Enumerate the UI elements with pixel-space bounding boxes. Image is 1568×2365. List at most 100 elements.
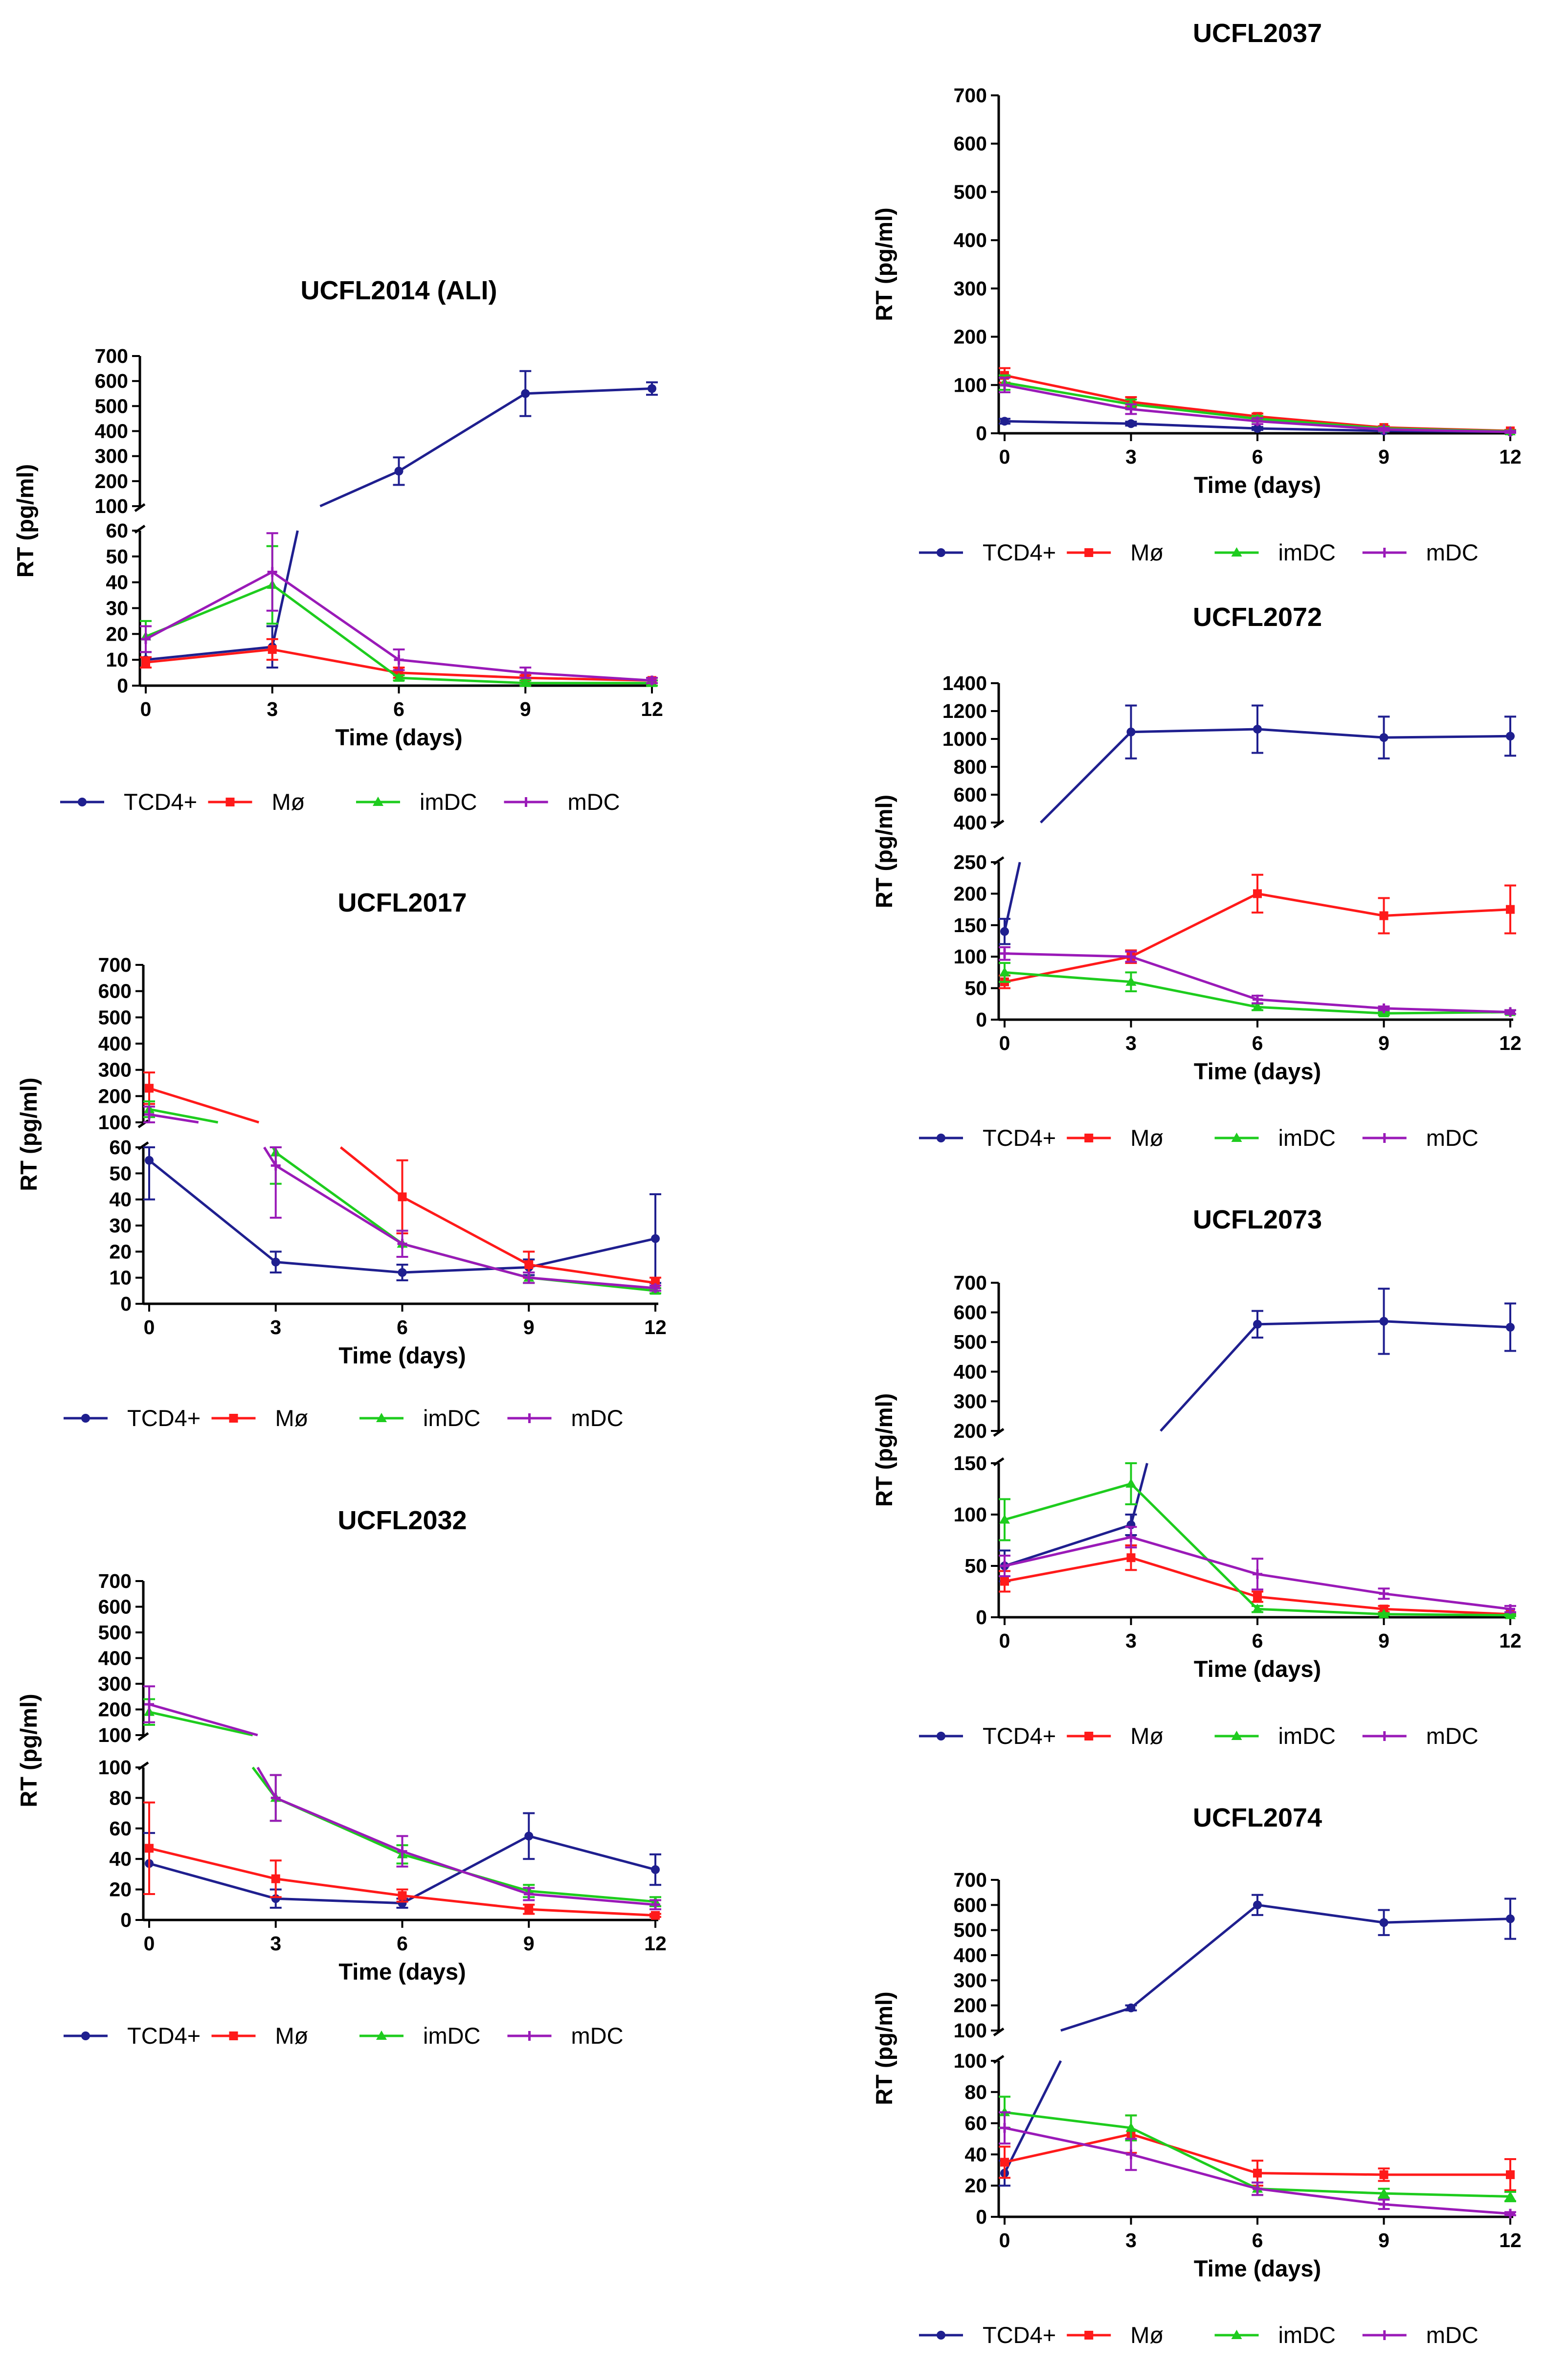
legend-marker (1379, 1731, 1389, 1741)
y-tick-label: 200 (954, 326, 987, 348)
y-tick-label: 500 (98, 1621, 132, 1644)
chart-panel-ucfl2032: UCFL203202040608010010020030040050060070… (16, 1506, 667, 2049)
series-line-segment (1130, 1904, 1258, 2009)
legend-item-tcd4: TCD4+ (919, 1125, 1056, 1151)
legend: TCD4+ Mø imDC mDC (919, 2322, 1478, 2348)
series-line-segment (1131, 408, 1258, 423)
data-point (1252, 1604, 1263, 1613)
y-tick-label: 300 (98, 1673, 132, 1695)
y-tick-label: 100 (98, 1756, 132, 1779)
data-point (1253, 2168, 1262, 2178)
series-line-segment (271, 571, 400, 661)
data-point (520, 677, 531, 687)
series-line-segment (1384, 2192, 1511, 2198)
legend-item-m: Mø (211, 1405, 308, 1431)
x-tick-label: 0 (140, 698, 152, 720)
y-tick-label: 100 (954, 2019, 987, 2042)
y-tick-label: 300 (95, 445, 128, 468)
x-tick-label: 12 (1499, 446, 1522, 468)
legend-item-imdc: imDC (359, 1405, 480, 1431)
y-tick-label: 300 (98, 1059, 132, 1081)
data-point (1253, 424, 1262, 433)
y-tick-label: 600 (98, 1596, 132, 1618)
y-tick-label: 700 (954, 1869, 987, 1891)
x-tick-label: 6 (397, 1316, 408, 1339)
legend-marker (1084, 548, 1094, 557)
legend-item-tcd4: TCD4+ (919, 2322, 1056, 2348)
legend-marker (1379, 2330, 1389, 2340)
x-axis-label: Time (days) (1194, 1058, 1321, 1084)
y-axis-label: RT (pg/ml) (871, 795, 897, 908)
legend-item-mdc: mDC (1362, 539, 1478, 565)
y-tick-label: 0 (976, 1606, 987, 1629)
legend-item-mdc: mDC (507, 2023, 624, 2049)
y-tick-label: 250 (954, 851, 987, 873)
y-tick-label: 150 (954, 914, 987, 937)
legend-label: Mø (1130, 2322, 1164, 2348)
x-tick-label: 3 (1125, 1629, 1137, 1652)
y-tick-label: 500 (98, 1006, 132, 1028)
y-tick-label: 30 (109, 1214, 132, 1237)
data-point (145, 1156, 154, 1165)
y-tick-label: 600 (954, 1894, 987, 1916)
y-tick-label: 0 (976, 422, 987, 445)
series-line-segment (149, 1847, 276, 1880)
y-tick-label: 30 (106, 597, 128, 620)
series-line-segment (1257, 2187, 1384, 2206)
series-mdc (999, 377, 1516, 437)
legend-item-m: Mø (1067, 1723, 1164, 1749)
x-tick-label: 6 (397, 1932, 408, 1955)
x-tick-label: 9 (1378, 446, 1389, 468)
data-point (270, 1793, 281, 1803)
series-line-segment (1040, 731, 1132, 824)
legend-label: TCD4+ (983, 1125, 1056, 1151)
series-line-segment (399, 671, 526, 679)
legend-label: mDC (1426, 1723, 1478, 1749)
data-point (1000, 380, 1009, 390)
legend-label: mDC (571, 1405, 624, 1431)
y-tick-label: 100 (98, 1724, 132, 1746)
series-line-segment (1003, 862, 1021, 932)
series-line-segment (1130, 2126, 1258, 2190)
series-mdc (143, 1105, 661, 1293)
series-line-segment (145, 648, 273, 664)
x-tick-label: 6 (393, 698, 404, 720)
series-line-segment (399, 676, 526, 685)
series-line-segment (256, 1766, 277, 1799)
series-line-segment (275, 1164, 403, 1245)
data-point (393, 672, 404, 682)
x-tick-label: 0 (999, 1032, 1010, 1054)
x-tick-label: 0 (144, 1316, 155, 1339)
series-line-segment (1257, 2172, 1384, 2176)
legend-label: imDC (1278, 539, 1336, 565)
series-mdc (999, 2111, 1516, 2219)
chart-title: UCFL2072 (1193, 602, 1322, 632)
chart-panel-ucfl2074: UCFL207402040608010010020030040050060070… (871, 1803, 1522, 2348)
chart-panel-ucfl2073: UCFL2073 0 50 100 150 200 300 400 500 600 700 0 3 6 9 1… (871, 1205, 1522, 1749)
series-line-segment (1384, 908, 1511, 917)
legend-item-mdc: mDC (507, 1405, 624, 1431)
y-tick-label: 100 (98, 1111, 132, 1134)
series-line-segment (1130, 2153, 1258, 2190)
legend-item-m: Mø (1067, 1125, 1164, 1151)
series-line-segment (529, 1890, 656, 1903)
series-mdc (143, 1685, 661, 1911)
series-m (999, 873, 1516, 989)
legend-marker (1084, 2331, 1094, 2340)
data-point (1126, 1553, 1136, 1562)
data-point (1505, 2191, 1516, 2201)
x-axis-label: Time (days) (338, 1959, 466, 1985)
x-tick-label: 0 (144, 1932, 155, 1955)
legend-marker (937, 1134, 945, 1142)
legend-marker (1231, 1133, 1242, 1142)
y-tick-label: 100 (954, 945, 987, 968)
series-mdc (999, 1526, 1516, 1614)
legend-item-imdc: imDC (1214, 539, 1336, 565)
legend-marker (1084, 1732, 1094, 1740)
y-tick-label: 50 (106, 545, 128, 568)
legend: TCD4+ Mø imDC mDC (919, 1723, 1478, 1749)
y-tick-label: 100 (954, 374, 987, 396)
data-point (1379, 424, 1389, 435)
series-line-segment (1004, 1556, 1131, 1583)
legend-item-mdc: mDC (1362, 2322, 1478, 2348)
